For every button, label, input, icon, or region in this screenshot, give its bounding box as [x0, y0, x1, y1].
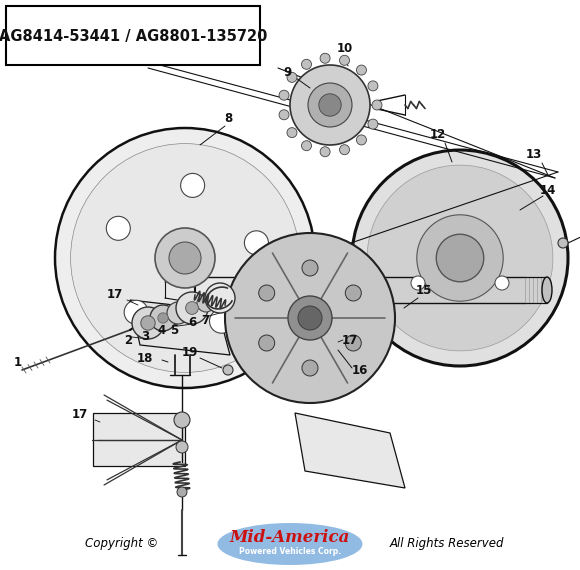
Circle shape	[287, 128, 297, 137]
Circle shape	[339, 55, 350, 66]
Polygon shape	[255, 318, 345, 370]
Text: 18: 18	[137, 352, 153, 364]
Ellipse shape	[218, 523, 362, 565]
Circle shape	[186, 302, 198, 315]
Circle shape	[167, 302, 189, 324]
Text: GolfCartsDirect: GolfCartsDirect	[132, 248, 468, 372]
Circle shape	[155, 228, 215, 288]
Text: 13: 13	[526, 149, 542, 161]
Text: Copyright ©: Copyright ©	[85, 538, 158, 551]
Circle shape	[367, 165, 553, 351]
Circle shape	[244, 231, 269, 255]
Circle shape	[288, 296, 332, 340]
Text: 3: 3	[141, 329, 149, 343]
Circle shape	[417, 215, 503, 301]
FancyBboxPatch shape	[93, 413, 185, 466]
Text: 8: 8	[224, 112, 232, 124]
Text: 14: 14	[540, 184, 556, 197]
Circle shape	[169, 242, 201, 274]
Circle shape	[259, 285, 275, 301]
Polygon shape	[195, 277, 525, 303]
Circle shape	[302, 260, 318, 276]
Text: All Rights Reserved: All Rights Reserved	[390, 538, 504, 551]
Circle shape	[141, 316, 155, 330]
Circle shape	[319, 94, 341, 116]
Text: 4: 4	[158, 324, 166, 337]
Circle shape	[290, 65, 370, 145]
Circle shape	[352, 150, 568, 366]
Polygon shape	[130, 300, 230, 355]
FancyBboxPatch shape	[6, 6, 260, 65]
Text: 1: 1	[14, 356, 22, 368]
Circle shape	[205, 283, 235, 313]
Circle shape	[180, 173, 205, 197]
Circle shape	[357, 135, 367, 145]
Text: 19: 19	[182, 347, 198, 360]
Circle shape	[124, 300, 148, 324]
Text: 12: 12	[430, 128, 446, 141]
Text: 10: 10	[337, 42, 353, 55]
Circle shape	[71, 144, 299, 372]
Circle shape	[320, 146, 330, 157]
Circle shape	[298, 306, 322, 330]
Text: Mid-America: Mid-America	[230, 528, 350, 545]
Circle shape	[302, 141, 311, 150]
Circle shape	[150, 305, 176, 331]
Circle shape	[55, 128, 315, 388]
Circle shape	[345, 285, 361, 301]
Circle shape	[223, 365, 233, 375]
Text: 9: 9	[284, 67, 292, 79]
Text: 17: 17	[72, 409, 88, 421]
Circle shape	[279, 110, 289, 120]
Circle shape	[176, 441, 188, 453]
Circle shape	[302, 59, 311, 70]
Circle shape	[279, 90, 289, 100]
Circle shape	[368, 81, 378, 91]
Circle shape	[436, 234, 484, 282]
Text: AG8414-53441 / AG8801-135720: AG8414-53441 / AG8801-135720	[0, 28, 267, 43]
Text: 7: 7	[201, 314, 209, 327]
Circle shape	[259, 335, 275, 351]
Circle shape	[106, 216, 130, 241]
Circle shape	[558, 238, 568, 248]
Circle shape	[411, 276, 425, 290]
Circle shape	[177, 487, 187, 497]
Circle shape	[158, 313, 168, 323]
Polygon shape	[295, 413, 405, 488]
Circle shape	[132, 307, 164, 339]
Circle shape	[339, 145, 350, 154]
Circle shape	[320, 53, 330, 63]
Text: 15: 15	[416, 283, 432, 296]
Ellipse shape	[542, 277, 552, 303]
Text: 5: 5	[170, 324, 178, 336]
Text: 2: 2	[124, 335, 132, 348]
Text: 16: 16	[352, 364, 368, 377]
Text: 17: 17	[107, 288, 123, 302]
Circle shape	[197, 294, 215, 312]
Circle shape	[287, 72, 297, 83]
Circle shape	[302, 360, 318, 376]
Circle shape	[308, 83, 352, 127]
Circle shape	[368, 119, 378, 129]
Circle shape	[174, 412, 190, 428]
Text: 6: 6	[188, 316, 196, 329]
Text: Powered Vehicles Corp.: Powered Vehicles Corp.	[239, 548, 341, 556]
Circle shape	[345, 335, 361, 351]
Text: 17: 17	[342, 333, 358, 347]
Circle shape	[225, 233, 395, 403]
Circle shape	[372, 100, 382, 110]
Circle shape	[357, 65, 367, 75]
Circle shape	[176, 292, 208, 324]
Circle shape	[209, 309, 234, 333]
Circle shape	[495, 276, 509, 290]
